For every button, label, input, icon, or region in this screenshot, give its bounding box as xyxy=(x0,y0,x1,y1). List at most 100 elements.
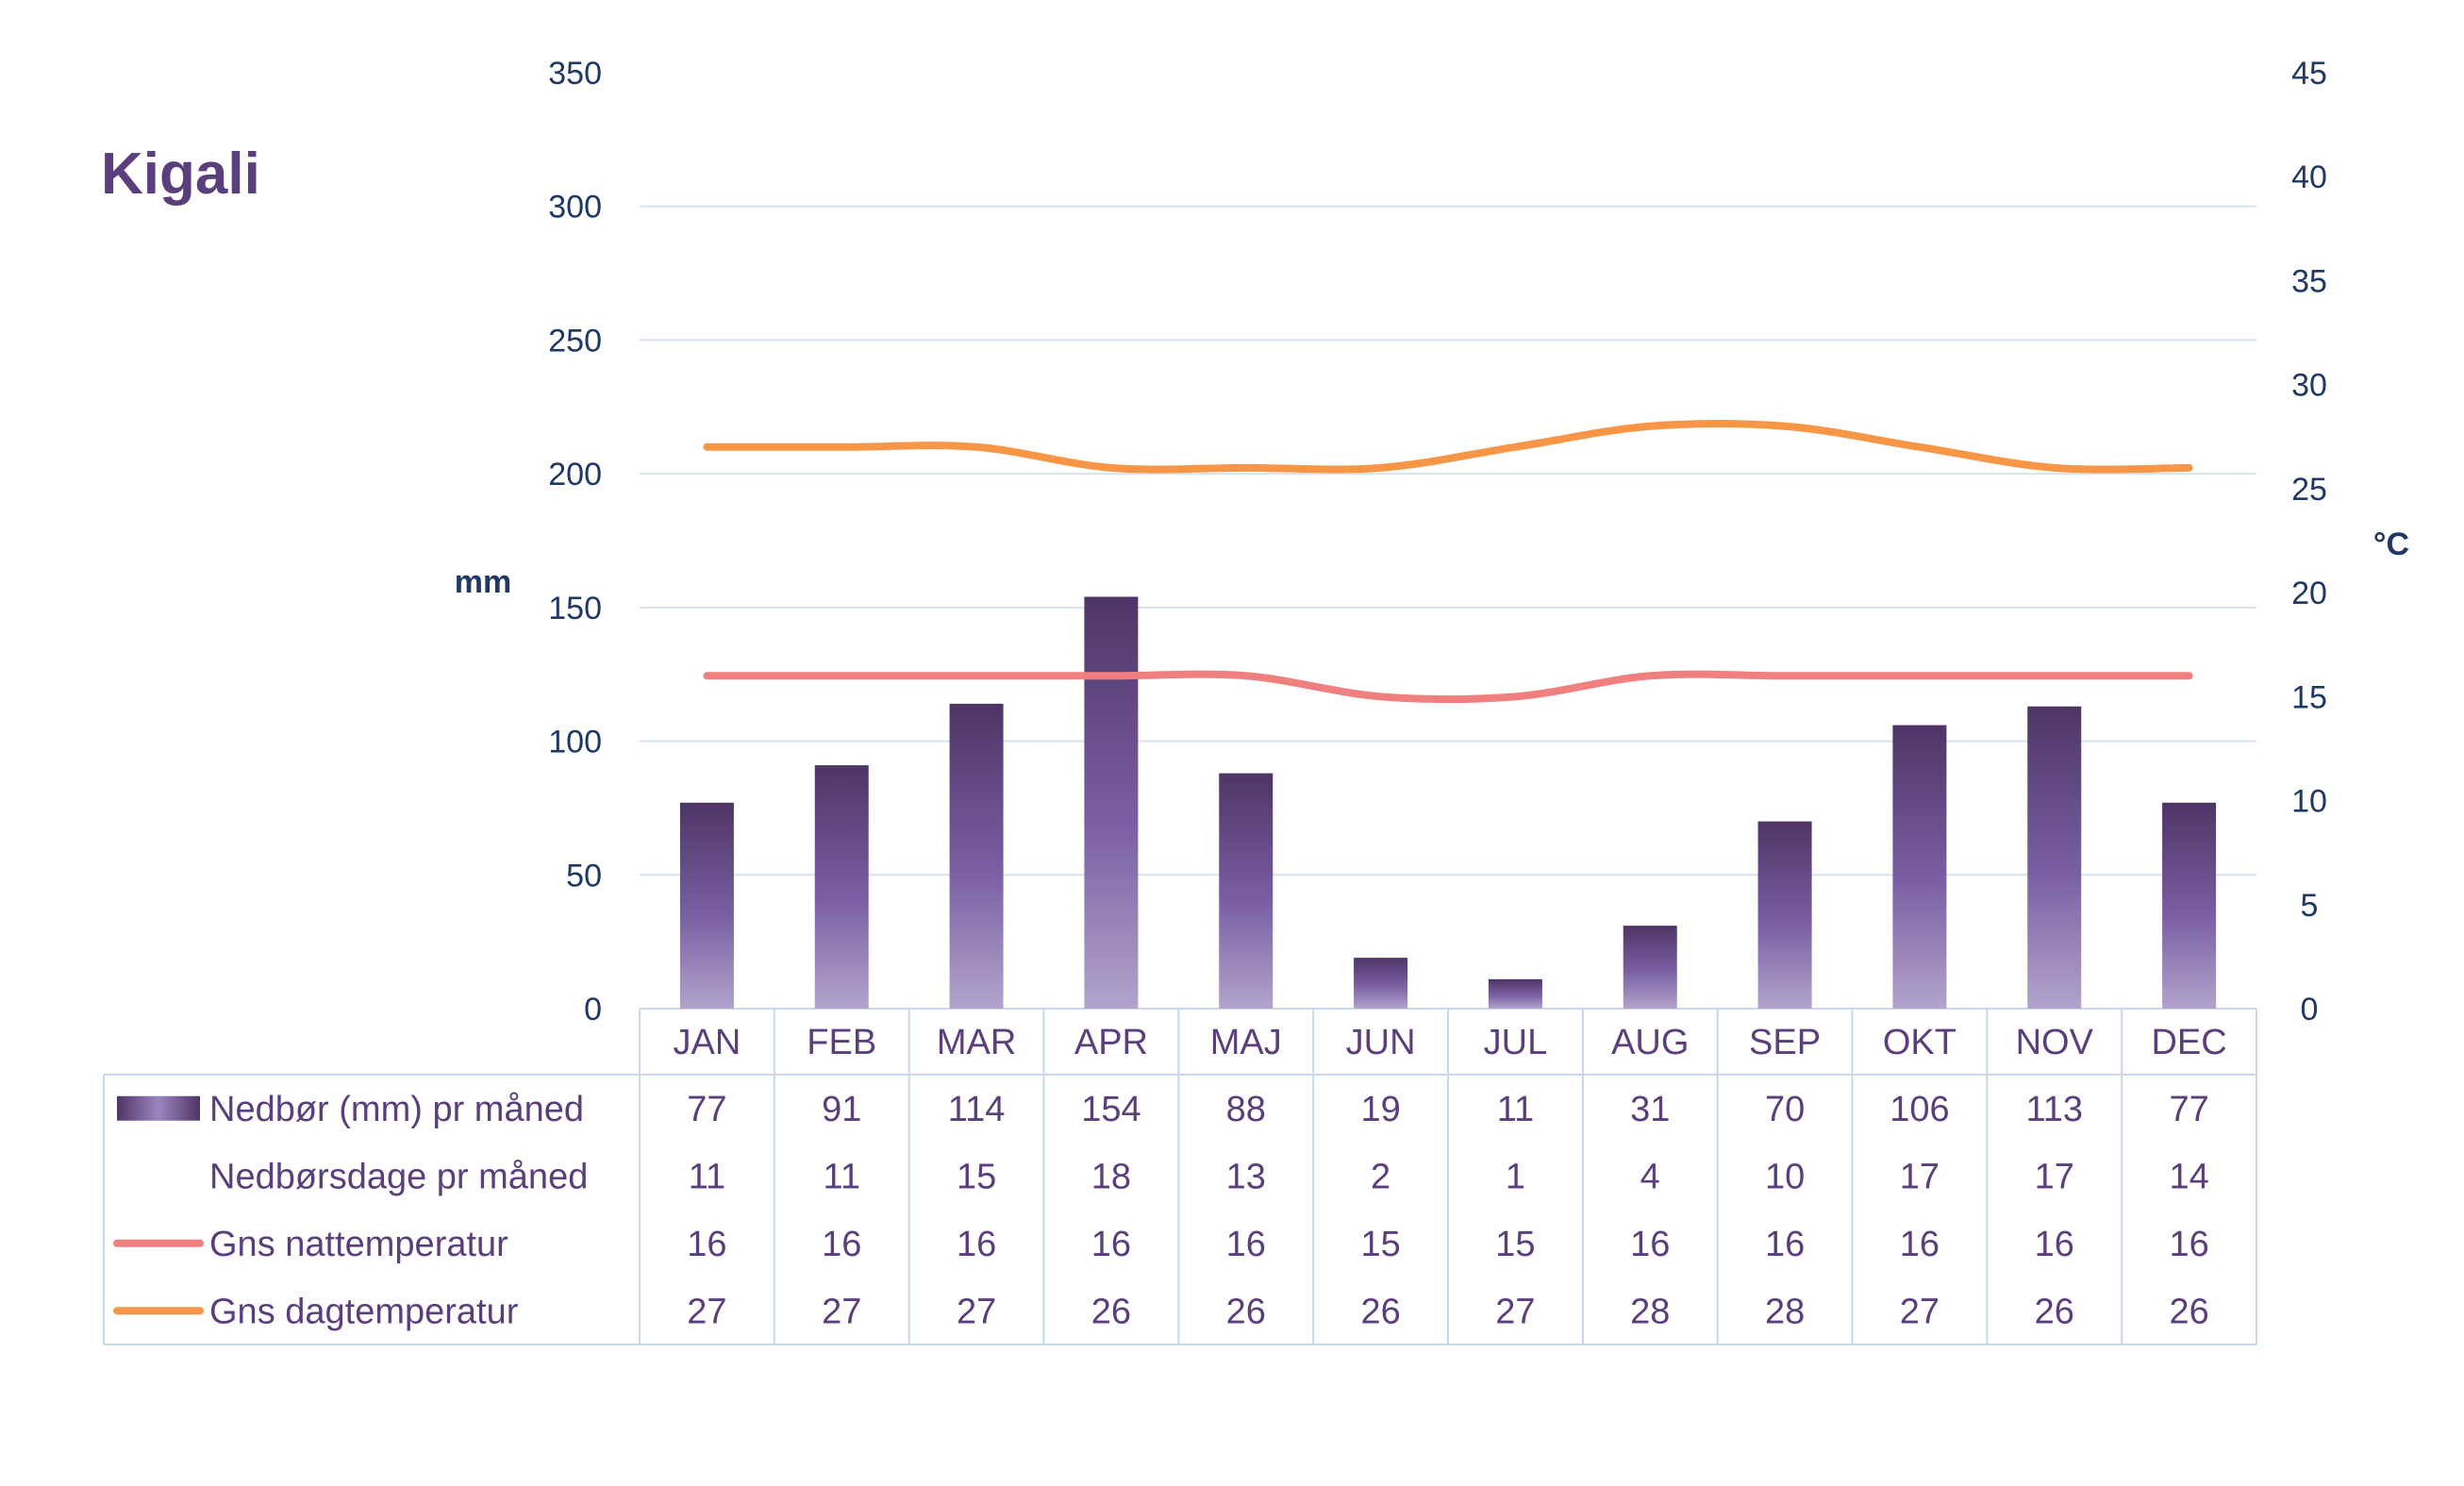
precipitation-bar xyxy=(1219,773,1274,1009)
table-cell: 88 xyxy=(1226,1090,1266,1129)
legend-label: Gns dagtemperatur xyxy=(209,1292,519,1331)
x-tick-label: AUG xyxy=(1611,1023,1689,1062)
table-cell: 91 xyxy=(822,1090,861,1129)
table-cell: 15 xyxy=(957,1157,996,1196)
x-tick-label: DEC xyxy=(2151,1023,2226,1062)
table-cell: 27 xyxy=(1495,1292,1535,1331)
table-cell: 1 xyxy=(1506,1157,1525,1196)
table-cell: 16 xyxy=(2169,1225,2208,1264)
table-cell: 26 xyxy=(1091,1292,1131,1331)
table-cell: 70 xyxy=(1765,1090,1805,1129)
y-tick-left: 0 xyxy=(584,992,602,1027)
day-temperature-line xyxy=(703,419,2193,474)
y-tick-right: 15 xyxy=(2291,679,2327,715)
legend-label: Nedbør (mm) pr måned xyxy=(209,1090,584,1129)
table-cell: 16 xyxy=(822,1225,861,1264)
x-tick-label: MAR xyxy=(937,1023,1016,1062)
table-cell: 19 xyxy=(1360,1090,1400,1129)
table-cell: 13 xyxy=(1226,1157,1266,1196)
y-tick-right: 10 xyxy=(2291,784,2327,820)
y-axis-right-label: °C xyxy=(2373,526,2409,562)
y-tick-left: 150 xyxy=(548,591,602,626)
table-cell: 27 xyxy=(687,1292,726,1331)
table-cell: 106 xyxy=(1890,1090,1949,1129)
x-tick-label: APR xyxy=(1074,1023,1148,1062)
table-cell: 114 xyxy=(948,1090,1006,1129)
legend-key-bar xyxy=(117,1095,200,1121)
table-cell: 26 xyxy=(2035,1292,2074,1331)
table-cell: 27 xyxy=(822,1292,861,1331)
table-cell: 28 xyxy=(1765,1292,1805,1331)
x-tick-label: SEP xyxy=(1749,1023,1821,1062)
table-cell: 77 xyxy=(687,1090,726,1129)
y-tick-right: 20 xyxy=(2291,576,2327,611)
precipitation-bar xyxy=(1354,958,1408,1009)
table-cell: 10 xyxy=(1765,1157,1805,1196)
table-cell: 31 xyxy=(1630,1090,1670,1129)
table-cell: 11 xyxy=(824,1157,860,1196)
y-tick-left: 200 xyxy=(548,457,602,493)
y-tick-left: 100 xyxy=(548,725,602,760)
x-tick-label: JUN xyxy=(1346,1023,1416,1062)
precipitation-bar xyxy=(679,802,734,1009)
y-tick-right: 0 xyxy=(2301,992,2319,1027)
table-cell: 16 xyxy=(1900,1225,1940,1264)
precipitation-bar xyxy=(2027,706,2082,1009)
table-cell: 17 xyxy=(2035,1157,2074,1196)
y-tick-left: 300 xyxy=(548,190,602,225)
precipitation-bars xyxy=(679,596,2217,1009)
precipitation-bar xyxy=(949,703,1004,1009)
table-cell: 16 xyxy=(1630,1225,1670,1264)
y-tick-right: 30 xyxy=(2291,368,2327,404)
y-axis-left-label: mm xyxy=(455,564,511,600)
precipitation-bar xyxy=(1488,978,1542,1009)
x-tick-label: FEB xyxy=(807,1023,876,1062)
y-tick-right: 35 xyxy=(2291,263,2327,299)
table-cell: 28 xyxy=(1630,1292,1670,1331)
table-cell: 16 xyxy=(1091,1225,1131,1264)
data-table: JAN FEB MAR APR MAJ JUN JUL AUG SEP OKT NOV DEC Nedb… xyxy=(103,1009,2257,1345)
y-tick-right: 45 xyxy=(2291,56,2327,92)
table-cell: 16 xyxy=(687,1225,726,1264)
y-tick-left: 250 xyxy=(548,323,602,359)
precipitation-bar xyxy=(1623,926,1677,1009)
legend-label: Nedbørsdage pr måned xyxy=(209,1157,588,1196)
table-cell: 26 xyxy=(2169,1292,2208,1331)
table-cell: 26 xyxy=(1226,1292,1266,1331)
table-cell: 11 xyxy=(689,1157,725,1196)
table-cell: 77 xyxy=(2169,1090,2208,1129)
gridlines xyxy=(640,205,2256,1010)
table-cell: 27 xyxy=(957,1292,996,1331)
table-cell: 17 xyxy=(1900,1157,1940,1196)
precipitation-bar xyxy=(1084,596,1139,1009)
precipitation-bar xyxy=(2162,802,2217,1009)
y-tick-right: 25 xyxy=(2291,472,2327,508)
y-tick-left: 350 xyxy=(548,56,602,92)
y-tick-right: 40 xyxy=(2291,159,2327,195)
table-cell: 2 xyxy=(1371,1157,1390,1196)
table-cell: 26 xyxy=(1360,1292,1400,1331)
table-cell: 16 xyxy=(1765,1225,1805,1264)
y-tick-left: 50 xyxy=(566,858,602,893)
precipitation-bar xyxy=(1892,725,1947,1009)
y-axis-right: 0 5 10 15 20 25 30 35 40 45 xyxy=(2291,56,2327,1027)
temperature-lines xyxy=(703,419,2193,704)
night-temperature-line xyxy=(703,670,2193,704)
x-tick-label: MAJ xyxy=(1210,1023,1282,1062)
table-cell: 4 xyxy=(1640,1157,1660,1196)
table-cell: 11 xyxy=(1497,1090,1534,1129)
table-cell: 15 xyxy=(1495,1225,1535,1264)
precipitation-bar xyxy=(1757,821,1812,1009)
x-tick-label: JUL xyxy=(1484,1023,1548,1062)
table-cell: 154 xyxy=(1081,1090,1140,1129)
y-axis-left: 0 50 100 150 200 250 300 350 xyxy=(548,56,602,1027)
legend-label: Gns nattemperatur xyxy=(209,1225,508,1264)
x-tick-label: NOV xyxy=(2016,1023,2094,1062)
table-cell: 16 xyxy=(957,1225,996,1264)
x-tick-label: OKT xyxy=(1883,1023,1956,1062)
precipitation-bar xyxy=(814,765,869,1009)
table-cell: 16 xyxy=(2035,1225,2074,1264)
table-cell: 14 xyxy=(2169,1157,2208,1196)
table-cell: 15 xyxy=(1360,1225,1400,1264)
